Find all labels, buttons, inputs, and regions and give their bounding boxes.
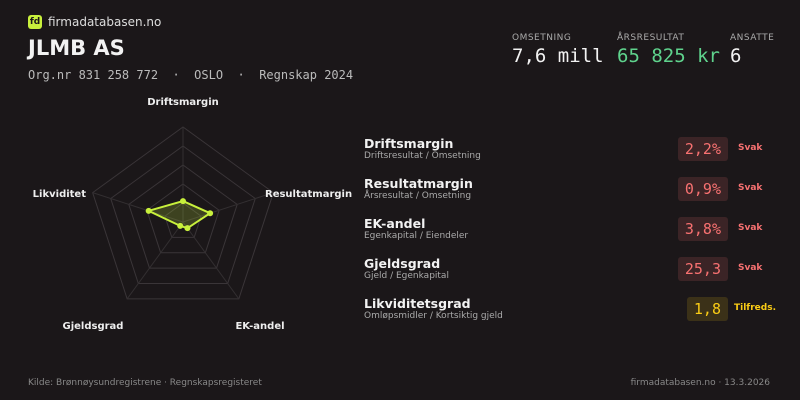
logo: fd: [28, 15, 42, 29]
metric-name: EK-andel: [364, 216, 426, 231]
radar-point: [177, 222, 184, 229]
metric-name: Gjeldsgrad: [364, 256, 441, 271]
metric-rating: Svak: [738, 183, 763, 193]
stat-label: OMSETNING: [512, 33, 572, 43]
stat-value: 65 825 kr: [617, 45, 720, 67]
metric-value: 0,9%: [677, 177, 728, 201]
axis-label: EK-andel: [235, 321, 284, 332]
metric-name: Resultatmargin: [364, 176, 473, 191]
radar-point: [184, 225, 191, 232]
radar-point: [145, 207, 152, 214]
axis-label: Gjeldsgrad: [63, 321, 124, 332]
spoke: [92, 192, 184, 223]
grid-ring: [164, 202, 202, 238]
axis-label: Likviditet: [33, 189, 87, 200]
stat-label: ANSATTE: [730, 33, 775, 43]
metric-formula: Driftsresultat / Omsetning: [364, 151, 481, 161]
axis-label: Resultatmargin: [265, 189, 352, 200]
metric-name: Likviditetsgrad: [364, 296, 471, 311]
metric-formula: Egenkapital / Eiendeler: [364, 231, 469, 241]
radar-point: [207, 210, 214, 217]
grid-ring: [128, 164, 238, 269]
metric-rating: Svak: [738, 143, 763, 153]
metric-value: 3,8%: [677, 217, 728, 241]
spoke: [182, 192, 274, 223]
grid-ring: [92, 126, 274, 300]
footer-site: firmadatabasen.no · 13.3.2026: [630, 378, 770, 388]
brand-name: firmadatabasen.no: [48, 15, 162, 29]
axis-label: Driftsmargin: [147, 97, 219, 108]
spoke: [126, 221, 184, 300]
spoke: [182, 221, 240, 300]
stat-value: 6: [730, 45, 742, 67]
metric-name: Driftsmargin: [364, 136, 454, 151]
metric-value: 25,3: [677, 257, 728, 281]
company-meta: Org.nr 831 258 772 · OSLO · Regnskap 202…: [28, 68, 354, 82]
metric-rating: Svak: [738, 263, 763, 273]
metric-rating: Tilfreds.: [734, 303, 776, 313]
footer-source: Kilde: Brønnøysundregistrene · Regnskaps…: [28, 378, 262, 388]
stat-label: ÅRSRESULTAT: [617, 33, 685, 43]
grid-ring: [110, 145, 256, 284]
metric-value: 2,2%: [677, 137, 728, 161]
radar-point: [180, 198, 186, 205]
metric-formula: Gjeld / Egenkapital: [364, 271, 449, 281]
grid-ring: [146, 183, 220, 254]
metric-formula: Årsresultat / Omsetning: [364, 191, 472, 201]
metric-formula: Omløpsmidler / Kortsiktig gjeld: [364, 311, 503, 321]
metric-value: 1,8: [686, 297, 728, 321]
radar-chart: Driftsmargin Resultatmargin EK-andel Gjelds…: [33, 97, 352, 332]
metric-rating: Svak: [738, 223, 763, 233]
radar-area: [145, 200, 213, 230]
company-name: JLMB AS: [28, 36, 125, 60]
stat-value: 7,6 mill: [512, 45, 604, 67]
